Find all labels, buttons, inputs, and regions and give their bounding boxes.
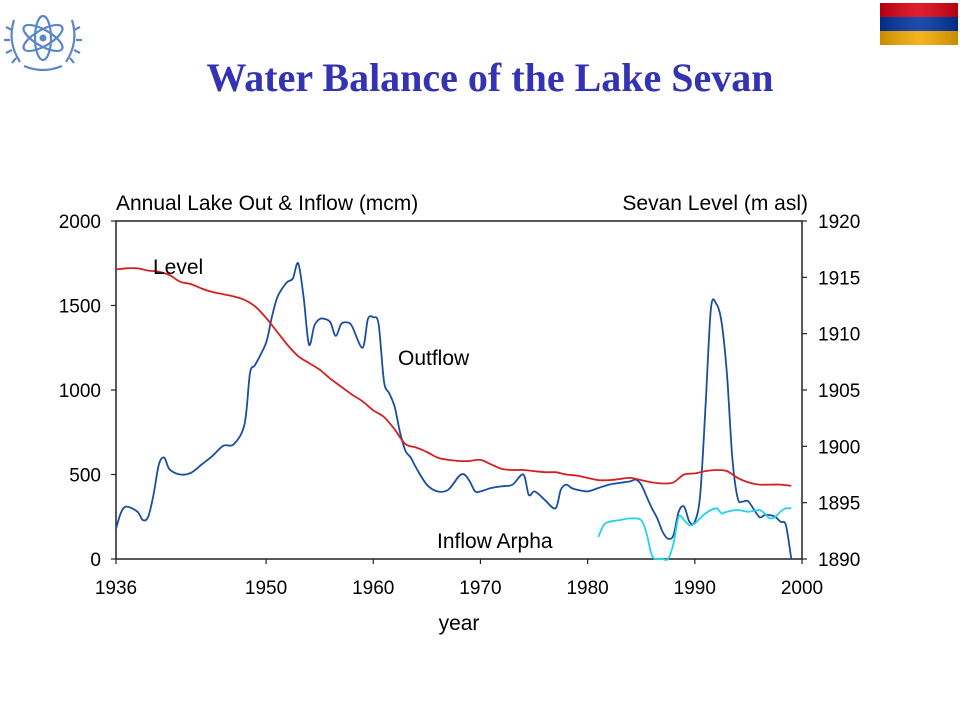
right-tick-label: 1915 — [818, 268, 860, 289]
slide-title: Water Balance of the Lake Sevan — [206, 55, 774, 100]
right-tick-label: 1890 — [818, 550, 860, 571]
x-tick-label: 1936 — [95, 578, 137, 599]
x-tick-label: 1970 — [459, 578, 501, 599]
x-tick-label: 1960 — [352, 578, 394, 599]
series-label-inflow-arpha: Inflow Arpha — [437, 530, 553, 553]
left-axis-title: Annual Lake Out & Inflow (mcm) — [116, 192, 418, 215]
x-tick-label: 2000 — [781, 578, 823, 599]
left-tick-label: 1500 — [59, 297, 101, 318]
x-tick-label: 1990 — [674, 578, 716, 599]
right-tick-label: 1920 — [818, 212, 860, 233]
left-tick-label: 1000 — [59, 381, 101, 402]
x-tick-label: 1980 — [566, 578, 608, 599]
series-line-inflow-arpha — [597, 507, 792, 561]
series-line-level — [115, 267, 792, 487]
x-axis-label: year — [439, 612, 480, 635]
right-tick-label: 1900 — [818, 437, 860, 458]
armenia-flag-icon — [880, 3, 958, 45]
right-tick-label: 1910 — [818, 325, 860, 346]
series-label-level: Level — [153, 256, 203, 279]
right-tick-label: 1905 — [818, 381, 860, 402]
left-tick-label: 500 — [69, 466, 101, 487]
left-tick-label: 0 — [90, 550, 101, 571]
series-label-outflow: Outflow — [398, 347, 470, 370]
un-atom-emblem-icon — [4, 14, 82, 72]
left-tick-label: 2000 — [59, 212, 101, 233]
right-tick-label: 1895 — [818, 494, 860, 515]
x-tick-label: 1950 — [245, 578, 287, 599]
series-line-outflow — [115, 262, 793, 560]
right-axis-title: Sevan Level (m asl) — [622, 192, 808, 215]
